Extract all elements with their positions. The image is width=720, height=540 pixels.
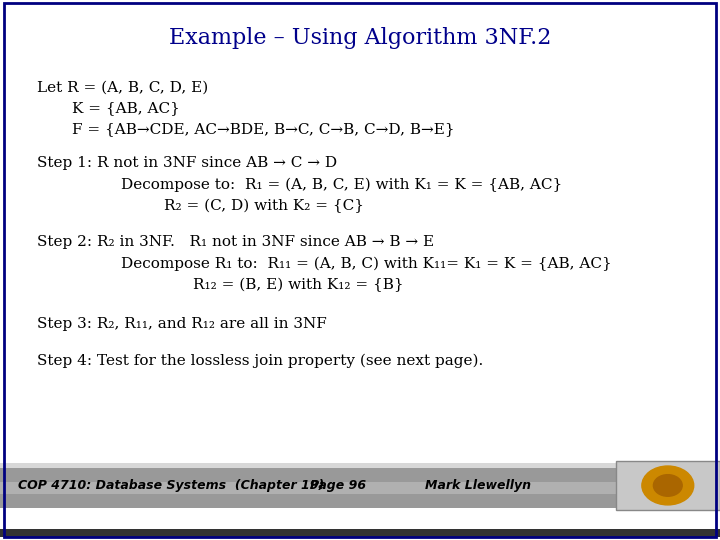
Text: Example – Using Algorithm 3NF.2: Example – Using Algorithm 3NF.2 (168, 27, 552, 49)
Circle shape (642, 466, 693, 505)
Text: F = {AB→CDE, AC→BDE, B→C, C→B, C→D, B→E}: F = {AB→CDE, AC→BDE, B→C, C→B, C→D, B→E} (72, 123, 454, 137)
Bar (0, 468, 720, 508)
Text: R₂ = (C, D) with K₂ = {C}: R₂ = (C, D) with K₂ = {C} (164, 199, 364, 213)
Circle shape (654, 475, 682, 496)
Bar (0, 529, 720, 537)
Bar (0, 463, 720, 468)
Text: Page 96: Page 96 (310, 479, 366, 492)
Text: Step 3: R₂, R₁₁, and R₁₂ are all in 3NF: Step 3: R₂, R₁₁, and R₁₂ are all in 3NF (37, 317, 327, 331)
Text: Mark Llewellyn: Mark Llewellyn (425, 479, 531, 492)
Bar (0, 482, 616, 494)
Text: Decompose R₁ to:  R₁₁ = (A, B, C) with K₁₁= K₁ = K = {AB, AC}: Decompose R₁ to: R₁₁ = (A, B, C) with K₁… (121, 256, 612, 271)
Text: Let R = (A, B, C, D, E): Let R = (A, B, C, D, E) (37, 80, 209, 94)
Text: K = {AB, AC}: K = {AB, AC} (72, 101, 180, 115)
Text: Decompose to:  R₁ = (A, B, C, E) with K₁ = K = {AB, AC}: Decompose to: R₁ = (A, B, C, E) with K₁ … (121, 178, 562, 192)
Text: Step 1: R not in 3NF since AB → C → D: Step 1: R not in 3NF since AB → C → D (37, 156, 338, 170)
Bar (616, 461, 720, 510)
Text: Step 4: Test for the lossless join property (see next page).: Step 4: Test for the lossless join prope… (37, 354, 484, 368)
Text: Step 2: R₂ in 3NF.   R₁ not in 3NF since AB → B → E: Step 2: R₂ in 3NF. R₁ not in 3NF since A… (37, 235, 435, 249)
Text: R₁₂ = (B, E) with K₁₂ = {B}: R₁₂ = (B, E) with K₁₂ = {B} (193, 278, 404, 292)
Text: COP 4710: Database Systems  (Chapter 19): COP 4710: Database Systems (Chapter 19) (18, 479, 324, 492)
